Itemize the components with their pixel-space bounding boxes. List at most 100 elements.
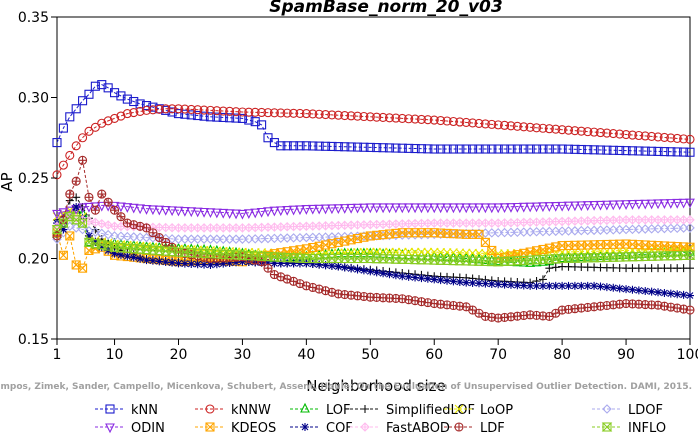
data-point-odin [557,201,568,212]
data-point-knnw [141,105,152,115]
data-point-knnw [512,121,522,131]
data-point-ldof [205,234,216,244]
data-point-odin [467,203,478,214]
data-point-knn [672,147,682,157]
data-point-ldof [218,234,229,244]
legend-label-ldf: LDF [480,421,505,434]
data-point-knn [122,94,132,104]
data-point-inflo [416,255,427,265]
data-point-knnw [404,114,414,124]
data-point-simplifiedlof [72,193,81,202]
data-point-odin [506,203,516,213]
data-point-cof [72,202,81,211]
data-point-ldof [576,225,587,236]
data-point-cof [91,237,100,246]
data-point-knn [647,146,657,156]
data-point-cof [315,260,324,269]
data-point-inflo [473,256,485,266]
data-point-loop [449,248,458,257]
data-point-ldof [634,224,644,234]
data-point-odin [474,203,484,214]
data-point-inflo [684,250,696,260]
data-point-inflo [550,254,562,264]
data-point-inflo [422,255,434,265]
x-tick-label: 50 [361,347,379,363]
data-point-inflo [627,252,638,262]
data-point-ldof [282,233,292,243]
data-point-knn [531,144,542,154]
data-point-inflo [537,254,549,265]
data-point-kdeos [474,229,484,239]
data-point-ldf [685,305,695,315]
data-point-knnw [269,108,279,118]
data-point-odin [378,203,388,214]
data-point-inflo [364,253,376,264]
data-point-odin [275,206,286,217]
data-point-cof [136,254,145,263]
series-ldof [52,221,695,244]
data-point-odin [665,199,676,209]
data-point-knn [410,143,420,154]
data-point-knn [397,143,407,153]
data-point-cof [59,225,68,234]
data-point-inflo [96,240,108,250]
data-point-knnw [218,106,228,116]
data-point-cof [430,275,439,284]
data-point-knnw [602,128,612,138]
data-point-ldof [276,233,286,243]
data-point-knnw [65,150,75,161]
data-point-knnw [583,127,593,137]
data-point-ldof [263,233,273,244]
data-point-ldof [544,226,555,237]
data-point-knnw [538,123,548,133]
data-point-cof [174,259,183,268]
data-point-odin [167,206,177,217]
data-point-knn [289,141,299,151]
data-point-knn [84,89,94,99]
data-point-odin [327,204,337,215]
data-point-cof [161,258,170,267]
data-point-knnw [340,110,350,121]
plot-frame [56,16,691,340]
data-point-cof [340,263,349,272]
data-point-odin [384,203,395,214]
data-point-odin [116,202,126,213]
data-point-knn [346,142,356,152]
data-point-knnw [640,131,650,141]
legend-item-knnw: kNNW [195,403,271,418]
data-point-odin [192,207,203,218]
data-point-ldf [90,205,100,215]
data-point-odin [301,205,312,215]
data-point-ldof [122,231,133,242]
data-point-inflo [512,256,523,266]
data-point-odin [486,203,497,214]
data-point-odin [429,203,440,214]
data-point-knnw [500,120,510,130]
data-point-odin [454,203,465,214]
data-point-loop [468,248,477,258]
series-line-ldof [56,225,691,240]
data-point-knn [378,143,388,153]
y-tick-label: 0.20 [18,252,49,268]
data-point-cof [187,259,196,268]
y-tick-label: 0.30 [18,91,49,107]
data-point-knnw [97,118,107,128]
x-tick-label: 30 [234,347,252,363]
data-point-odin [186,207,197,218]
data-point-cof [513,281,522,290]
legend: kNN kNNW LOF SimplifiedLOF LoOP LDOF ODIN KDEOS… [95,402,666,434]
data-point-knnw [461,117,471,128]
data-point-cof [500,280,509,289]
data-point-knn [129,96,139,107]
data-point-knnw [416,114,427,124]
data-point-inflo [70,215,82,225]
data-point-cof [302,259,311,268]
legend-item-kdeos: KDEOS [195,421,276,434]
legend-marker-simplifiedlof [361,405,369,413]
data-point-inflo [51,224,63,235]
data-point-knnw [109,113,120,123]
data-point-knn [212,112,222,122]
data-point-knn [372,143,382,153]
data-point-inflo [403,254,414,265]
data-point-ldof [499,227,510,238]
